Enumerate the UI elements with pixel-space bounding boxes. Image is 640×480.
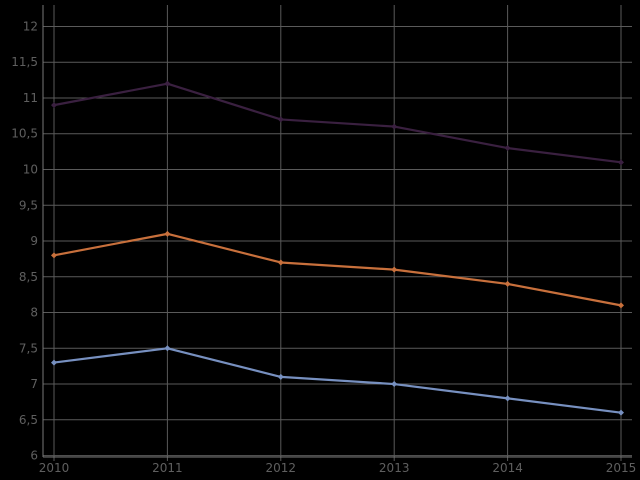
series-1-point <box>164 80 171 87</box>
series-1-point <box>504 145 511 152</box>
y-tick-label: 6,5 <box>19 413 38 427</box>
y-tick-label: 7 <box>30 377 38 391</box>
y-tick-label: 10,5 <box>11 127 38 141</box>
y-tick-label: 10 <box>23 162 38 176</box>
x-tick-label: 2012 <box>266 461 297 475</box>
series-1-point <box>51 102 57 109</box>
y-tick-labels: 6 6,5 7 7,5 8 8,5 9 9,5 10 10,5 11 11,5 12 <box>11 19 38 462</box>
y-tick-label: 11 <box>23 91 38 105</box>
x-tick-label: 2014 <box>492 461 523 475</box>
series-lines <box>53 82 622 414</box>
series-2-point <box>51 252 57 259</box>
axes <box>42 5 632 458</box>
series-3-point <box>618 409 624 416</box>
series-2-point <box>618 302 624 309</box>
series-3-point <box>51 359 57 366</box>
x-tick-labels: 2010 2011 2012 2013 2014 2015 <box>39 461 637 475</box>
series-2-point <box>277 259 284 266</box>
y-tick-label: 6 <box>30 449 38 463</box>
y-tick-label: 8 <box>30 306 38 320</box>
series-3-point <box>277 373 284 380</box>
y-tick-label: 8,5 <box>19 270 38 284</box>
series-1-point <box>277 116 284 123</box>
series-line-2 <box>53 232 622 307</box>
x-tick-label: 2015 <box>606 461 637 475</box>
series-3-point <box>164 345 171 352</box>
series-1-point <box>618 159 624 166</box>
x-tick-label: 2013 <box>379 461 410 475</box>
series-2-point <box>391 266 398 273</box>
series-points <box>51 80 624 416</box>
series-3-point <box>391 381 398 388</box>
series-2-point <box>504 280 511 287</box>
series-1-point <box>391 123 398 130</box>
y-tick-label: 9,5 <box>19 198 38 212</box>
y-grid <box>43 25 632 457</box>
y-tick-label: 12 <box>23 19 38 33</box>
y-tick-label: 11,5 <box>11 55 38 69</box>
x-tick-label: 2011 <box>152 461 183 475</box>
y-tick-label: 9 <box>30 234 38 248</box>
series-3-point <box>504 395 511 402</box>
series-line-3 <box>53 347 622 414</box>
y-tick-label: 7,5 <box>19 341 38 355</box>
series-line-1 <box>53 82 622 164</box>
series-2-point <box>164 230 171 237</box>
x-tick-label: 2010 <box>39 461 70 475</box>
